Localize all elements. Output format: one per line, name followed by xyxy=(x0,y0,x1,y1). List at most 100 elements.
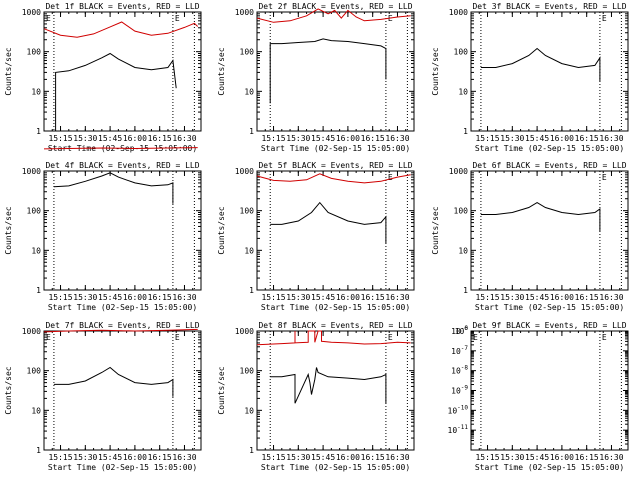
y-tick-exponent: 0 xyxy=(464,325,468,332)
x-tick-label: 16:15 xyxy=(361,293,385,302)
x-axis-label: Start Time (02-Sep-15 15:05:00) xyxy=(48,303,197,312)
y-tick-label: 100 xyxy=(240,48,255,57)
x-tick-label: 15:45 xyxy=(98,134,122,143)
y-axis-label: Counts/sec xyxy=(4,366,13,414)
y-tick-label: 10-6 xyxy=(451,325,468,336)
x-tick-label: 16:00 xyxy=(336,453,360,462)
panel-1: Det 1f BLACK = Events, RED = LLD 1 10 100 10… xyxy=(4,2,202,153)
plot-frame xyxy=(470,170,629,291)
x-tick-label: 15:45 xyxy=(525,293,549,302)
y-tick-label: 100 xyxy=(454,48,469,57)
x-tick-label: 16:30 xyxy=(172,293,196,302)
marker-label: E xyxy=(388,173,393,182)
y-tick-exponent: -6 xyxy=(461,325,469,332)
panel-3: Det 3f BLACK = Events, RED = LLD 1 10 100 10… xyxy=(431,2,629,153)
y-tick-label: 100 xyxy=(27,207,42,216)
chart-title: Det 2f BLACK = Events, RED = LLD xyxy=(258,2,412,11)
y-tick-label: 1 xyxy=(249,127,254,136)
events-series-line xyxy=(269,38,387,104)
x-tick-label: 15:15 xyxy=(48,293,72,302)
x-tick-label: 16:30 xyxy=(599,293,623,302)
y-tick-exponent: -9 xyxy=(461,385,469,392)
y-tick-label: 10 xyxy=(31,87,41,96)
y-tick-label: 10-8 xyxy=(451,365,468,376)
x-tick-label: 15:30 xyxy=(286,134,310,143)
x-tick-label: 16:00 xyxy=(336,134,360,143)
y-tick-label: 100 xyxy=(27,48,42,57)
events-series-line xyxy=(53,172,174,204)
x-tick-label: 16:00 xyxy=(123,134,147,143)
x-axis-label: Start Time (02-Sep-15 15:05:00) xyxy=(475,463,624,472)
y-tick-label: 1 xyxy=(36,286,41,295)
x-tick-label: 15:15 xyxy=(48,134,72,143)
marker-label: E xyxy=(175,14,180,23)
y-tick-label: 1 xyxy=(249,286,254,295)
chart-title: Det 6f BLACK = Events, RED = LLD xyxy=(472,161,626,170)
plot-frame xyxy=(256,330,415,451)
plot-frame xyxy=(470,330,629,451)
events-series-line xyxy=(480,202,601,232)
x-tick-label: 16:15 xyxy=(575,134,599,143)
panel-7: Det 7f BLACK = Events, RED = LLD 1 10 100 10… xyxy=(4,321,202,472)
y-axis-label: Counts/sec xyxy=(217,366,226,414)
x-tick-label: 16:00 xyxy=(550,453,574,462)
x-tick-label: 15:15 xyxy=(475,293,499,302)
chart-title: Det 3f BLACK = Events, RED = LLD xyxy=(472,2,626,11)
events-series-line xyxy=(53,366,174,397)
x-axis-label: Start Time (02-Sep-15 15:05:00) xyxy=(261,463,410,472)
chart-title: Det 9f BLACK = Events, RED = LLD xyxy=(472,321,626,330)
marker-label: E xyxy=(46,333,51,342)
x-tick-label: 16:30 xyxy=(385,293,409,302)
y-tick-label: 1000 xyxy=(235,167,254,176)
panel-6: Det 6f BLACK = Events, RED = LLD 1 10 100 10… xyxy=(431,161,629,312)
y-tick-exponent: -10 xyxy=(457,404,468,411)
x-tick-label: 15:30 xyxy=(500,293,524,302)
marker-label: E xyxy=(175,333,180,342)
x-tick-label: 16:30 xyxy=(172,453,196,462)
chart-title: Det 7f BLACK = Events, RED = LLD xyxy=(45,321,199,330)
y-tick-label: 1000 xyxy=(235,8,254,17)
y-tick-label: 10-7 xyxy=(451,345,468,356)
plot-frame xyxy=(256,11,415,132)
y-axis-label: Counts/sec xyxy=(431,47,440,95)
x-tick-label: 15:30 xyxy=(73,453,97,462)
x-tick-label: 15:15 xyxy=(261,453,285,462)
x-axis-label: Start Time (02-Sep-15 15:05:00) xyxy=(475,144,624,153)
events-series-line xyxy=(480,47,601,82)
y-tick-label: 10 xyxy=(244,246,254,255)
marker-label: E xyxy=(602,14,607,23)
marker-label: E xyxy=(473,333,478,342)
x-tick-label: 15:30 xyxy=(500,134,524,143)
marker-label: E xyxy=(602,333,607,342)
chart-title: Det 5f BLACK = Events, RED = LLD xyxy=(258,161,412,170)
x-axis-label: Start Time (02-Sep-15 15:05:00) xyxy=(475,303,624,312)
chart-title: Det 4f BLACK = Events, RED = LLD xyxy=(45,161,199,170)
y-tick-label: 1 xyxy=(463,127,468,136)
x-tick-label: 15:15 xyxy=(475,453,499,462)
y-tick-label: 10 xyxy=(244,406,254,415)
x-tick-label: 16:30 xyxy=(385,134,409,143)
x-tick-label: 15:15 xyxy=(261,134,285,143)
y-axis-label: Counts/sec xyxy=(217,47,226,95)
marker-label: E xyxy=(388,333,393,342)
y-tick-label: 1000 xyxy=(22,8,41,17)
panel-5: Det 5f BLACK = Events, RED = LLD 1 10 100 10… xyxy=(217,161,415,312)
y-tick-label: 1000 xyxy=(22,167,41,176)
marker-label: E xyxy=(46,14,51,23)
y-tick-label: 10 xyxy=(31,406,41,415)
lld-series-line xyxy=(43,147,198,150)
x-tick-label: 15:45 xyxy=(311,453,335,462)
x-tick-label: 15:45 xyxy=(98,453,122,462)
x-tick-label: 16:30 xyxy=(599,134,623,143)
x-tick-label: 16:15 xyxy=(148,134,172,143)
y-axis-label: Counts/sec xyxy=(4,47,13,95)
plot-frame xyxy=(470,11,629,132)
panel-2: Det 2f BLACK = Events, RED = LLD 1 10 100 10… xyxy=(217,2,415,153)
y-tick-label: 1 xyxy=(36,127,41,136)
x-axis-label: Start Time (02-Sep-15 15:05:00) xyxy=(261,303,410,312)
x-tick-label: 15:30 xyxy=(500,453,524,462)
x-tick-label: 16:00 xyxy=(123,293,147,302)
x-tick-label: 16:30 xyxy=(385,453,409,462)
